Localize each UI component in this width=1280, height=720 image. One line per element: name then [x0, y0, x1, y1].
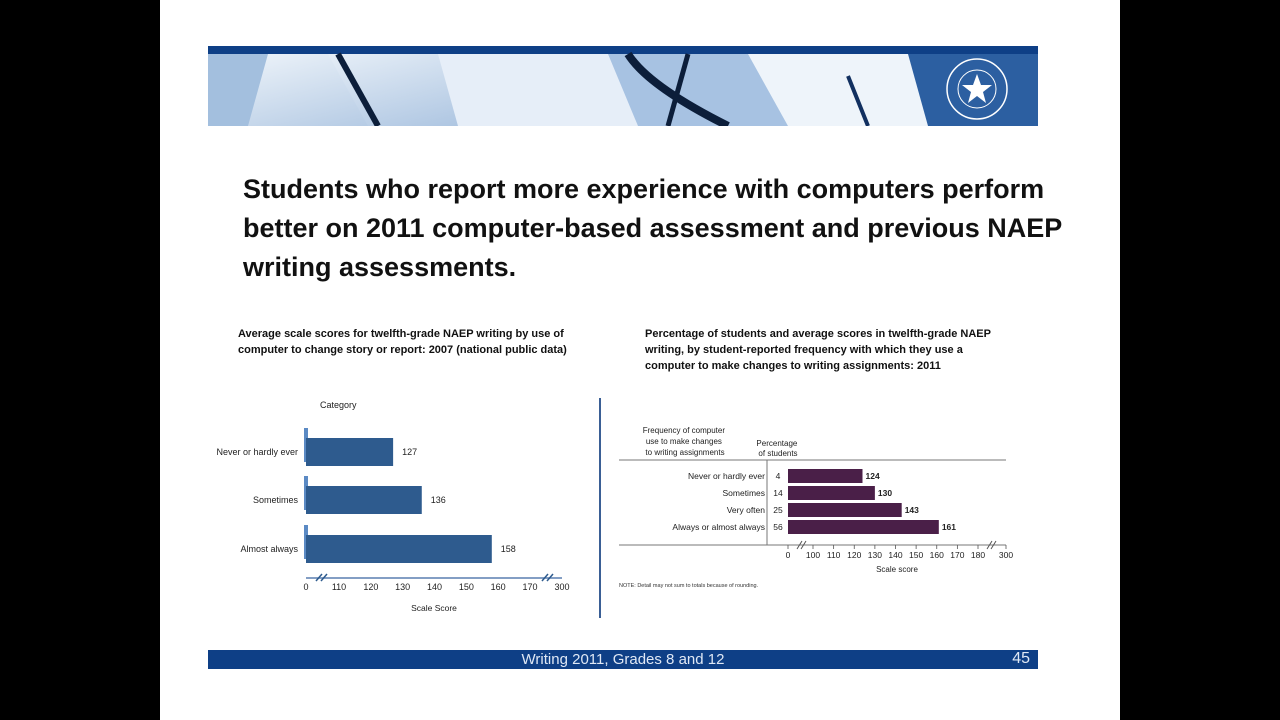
left-bar-chart: Category Never or hardly ever Sometimes Al…: [216, 400, 569, 613]
tick-label: 100: [806, 550, 820, 560]
tick-label: 140: [888, 550, 902, 560]
axis-break-icon: [796, 540, 997, 550]
tick-label: 120: [847, 550, 861, 560]
category-label: Sometimes: [722, 488, 765, 498]
x-axis-label: Scale Score: [411, 603, 457, 613]
tick-label: 0: [786, 550, 791, 560]
category-header: Category: [320, 400, 357, 410]
value-label: 136: [431, 495, 446, 505]
frequency-header: Frequency of computer use to make change…: [643, 426, 728, 457]
value-label: 124: [866, 471, 880, 481]
keyboard-banner-image: [208, 51, 1038, 126]
bar: [788, 503, 902, 517]
tick-label: 140: [427, 582, 442, 592]
value-label: 143: [905, 505, 919, 515]
chart-divider: [599, 398, 601, 618]
percentage-value: 56: [773, 522, 783, 532]
bar: [788, 486, 875, 500]
page-number: 45: [1012, 650, 1030, 667]
bar: [306, 535, 492, 563]
tick-label: 110: [827, 550, 841, 560]
value-label: 130: [878, 488, 892, 498]
slide: Students who report more experience with…: [160, 0, 1120, 720]
tick-label: 300: [999, 550, 1013, 560]
nagb-seal-icon: [944, 56, 1010, 122]
percentage-value: 4: [776, 471, 781, 481]
value-label: 161: [942, 522, 956, 532]
right-chart-title: Percentage of students and average score…: [645, 328, 991, 372]
category-label: Almost always: [240, 544, 298, 554]
bar: [306, 486, 422, 514]
tick-label: 170: [522, 582, 537, 592]
category-label: Very often: [727, 505, 766, 515]
tick-label: 300: [554, 582, 569, 592]
category-label: Never or hardly ever: [216, 447, 298, 457]
bar: [788, 469, 863, 483]
slide-headline: Students who report more experience with…: [243, 174, 1062, 282]
category-label: Never or hardly ever: [688, 471, 765, 481]
category-label: Always or almost always: [672, 522, 765, 532]
tick-label: 0: [303, 582, 308, 592]
percentage-value: 25: [773, 505, 783, 515]
tick-label: 130: [868, 550, 882, 560]
value-label: 127: [402, 447, 417, 457]
tick-label: 160: [491, 582, 506, 592]
left-chart-title: Average scale scores for twelfth-grade N…: [238, 328, 567, 356]
right-bar-chart: Frequency of computer use to make change…: [619, 426, 1013, 589]
tick-label: 160: [930, 550, 944, 560]
percentage-value: 14: [773, 488, 783, 498]
axis-break-icon: [315, 573, 554, 582]
tick-label: 170: [950, 550, 964, 560]
tick-label: 110: [332, 582, 346, 592]
footer-text: Writing 2011, Grades 8 and 12: [521, 651, 725, 668]
bar: [306, 438, 394, 466]
tick-label: 150: [459, 582, 474, 592]
bar: [788, 520, 939, 534]
tick-label: 130: [395, 582, 410, 592]
x-axis-label: Scale score: [876, 565, 918, 574]
tick-label: 120: [363, 582, 378, 592]
value-label: 158: [501, 544, 516, 554]
tick-label: 150: [909, 550, 923, 560]
chart-note: NOTE: Detail may not sum to totals becau…: [619, 583, 759, 589]
footer-bar: Writing 2011, Grades 8 and 12 45: [208, 650, 1038, 669]
category-label: Sometimes: [253, 495, 299, 505]
percentage-header: Percentage of students: [756, 439, 799, 458]
header-banner: [208, 46, 1038, 126]
tick-label: 180: [971, 550, 985, 560]
